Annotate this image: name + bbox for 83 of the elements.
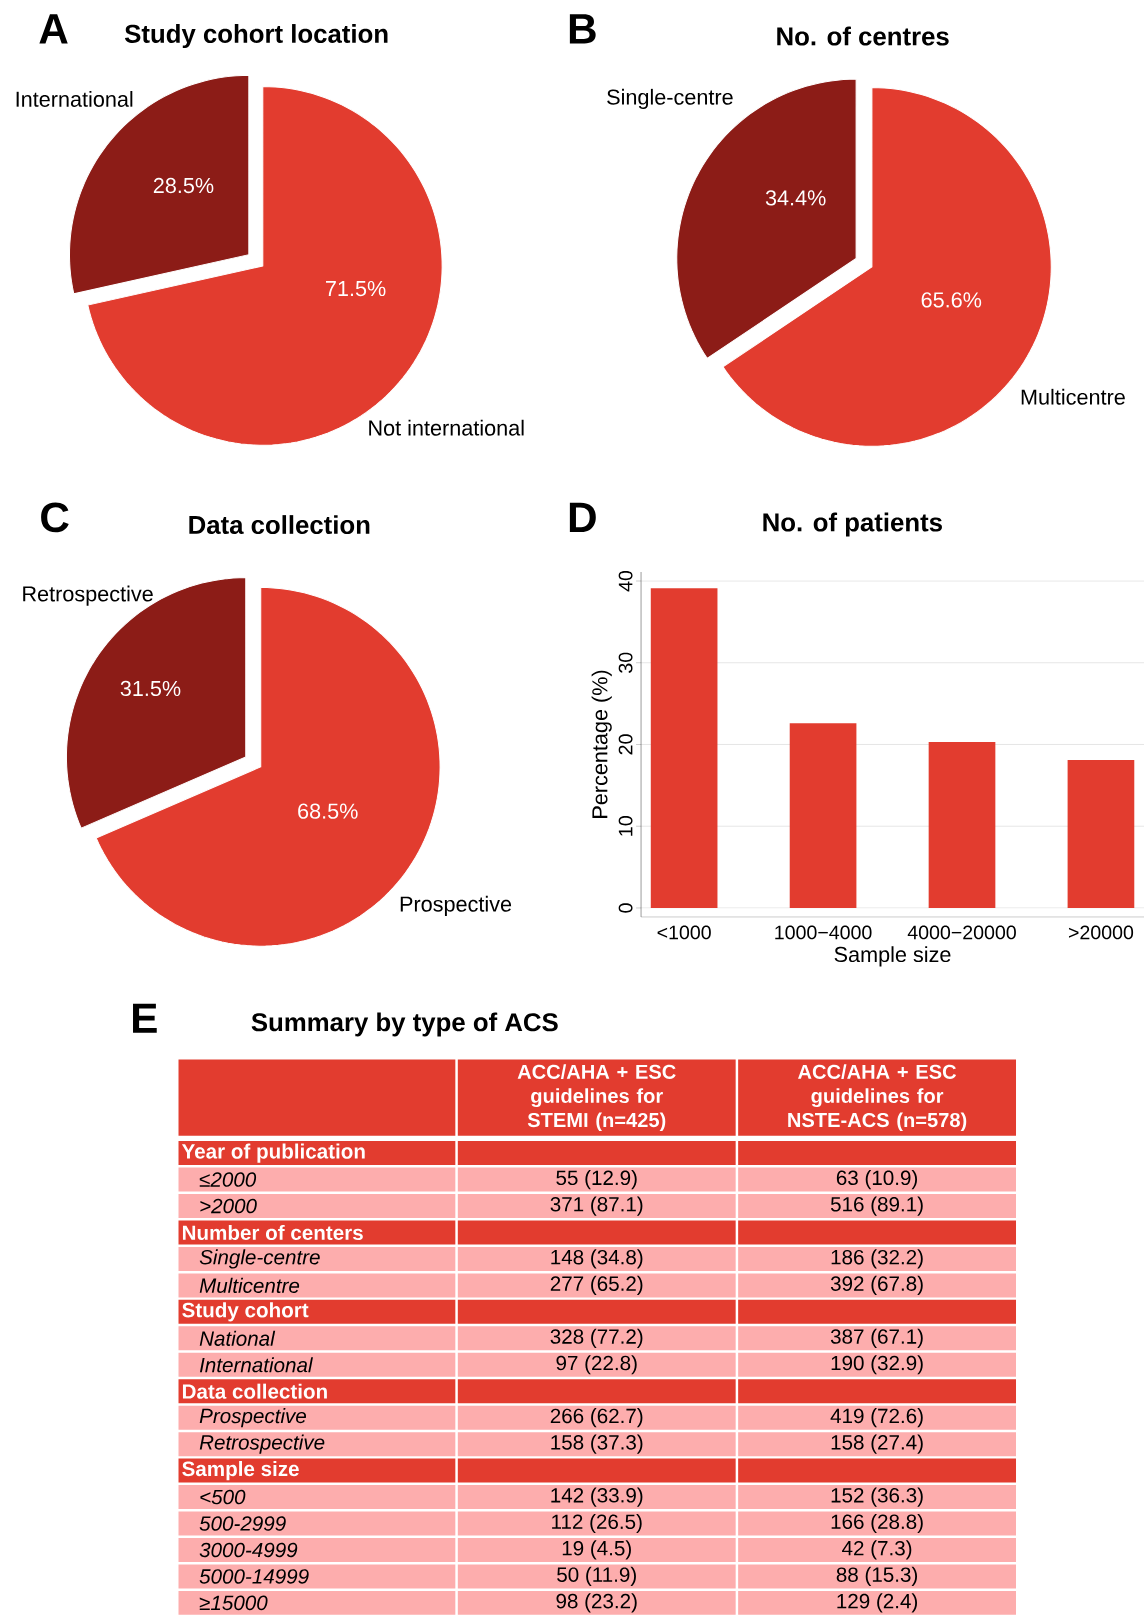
slice-label: Retrospective	[23, 585, 153, 606]
category-label: 3000-4999	[199, 1542, 298, 1558]
category-label: Year of publication	[181, 1143, 365, 1163]
data-label: 71.5%	[326, 280, 386, 297]
chart-title: No. of patients	[763, 512, 942, 537]
text: 112 (26.5)	[552, 1513, 642, 1534]
y-tick-label: 30	[618, 652, 633, 673]
chart-title: Data collection	[189, 515, 370, 535]
category-label: Prospective	[199, 1408, 307, 1428]
text: 148 (34.8)	[551, 1249, 643, 1269]
category-label: International	[199, 1357, 313, 1373]
slice-label: Single-centre	[607, 88, 733, 110]
x-axis-title: Sample size	[834, 946, 951, 967]
category-label: Data collection	[182, 1383, 327, 1399]
y-tick-label: 10	[618, 816, 633, 836]
text: 97 (22.8)	[556, 1355, 637, 1375]
category-label: >2000	[200, 1198, 257, 1214]
y-tick-label: 20	[618, 734, 633, 755]
text: Summary by type of ACS	[251, 1012, 558, 1037]
category-label: Number of centers	[182, 1224, 363, 1241]
x-tick-label: 1000−4000	[775, 925, 872, 940]
y-axis-title: Percentage (%)	[591, 670, 612, 818]
category-label: ≥15000	[199, 1595, 268, 1611]
text: 516 (89.1)	[830, 1196, 923, 1216]
y-tick-label: 40	[618, 570, 633, 592]
x-tick-label: 4000−20000	[907, 925, 1016, 940]
text: 63 (10.9)	[836, 1169, 918, 1190]
bar	[928, 742, 996, 908]
text: 277 (65.2)	[550, 1275, 643, 1295]
text: 371 (87.1)	[550, 1196, 643, 1216]
chart-title: Study cohort location	[124, 24, 388, 49]
category-label: <500	[200, 1489, 246, 1505]
category-label: 5000-14999	[199, 1569, 309, 1584]
text: 190 (32.9)	[831, 1355, 923, 1375]
text: 129 (2.4)	[837, 1593, 918, 1613]
category-label: Sample size	[182, 1460, 299, 1481]
data-label: 28.5%	[153, 177, 214, 194]
category-label: Multicentre	[199, 1277, 300, 1293]
slice-label: Not international	[369, 419, 524, 436]
y-tick-label: 0	[618, 903, 633, 913]
text: 166 (28.8)	[831, 1513, 923, 1534]
bar	[650, 588, 718, 908]
data-label: 31.5%	[120, 680, 181, 697]
text: 55 (12.9)	[556, 1169, 637, 1190]
bar	[1067, 760, 1135, 908]
text: 328 (77.2)	[550, 1328, 643, 1348]
text: 142 (33.9)	[551, 1487, 643, 1507]
data-label: 65.6%	[921, 292, 982, 308]
x-tick-label: <1000	[657, 925, 711, 940]
text: ACC/AHA + ESC guidelines for NSTE-ACS (n=578)	[788, 1064, 967, 1132]
text: 152 (36.3)	[831, 1487, 923, 1507]
category-label: Study cohort	[182, 1302, 309, 1322]
category-label: Single-centre	[199, 1249, 320, 1269]
chart-title: No. of centres	[777, 26, 949, 46]
category-label: ≤2000	[199, 1172, 257, 1187]
slice-label: Multicentre	[1021, 388, 1125, 405]
text: 88 (15.3)	[836, 1566, 918, 1587]
text: 158 (27.4)	[831, 1434, 923, 1454]
data-label: 68.5%	[298, 803, 358, 819]
text: 158 (37.3)	[551, 1434, 643, 1454]
text: A	[39, 14, 68, 44]
category-label: National	[199, 1330, 276, 1346]
text: 42 (7.3)	[842, 1540, 912, 1560]
text: 266 (62.7)	[550, 1408, 643, 1428]
bar	[789, 723, 857, 908]
category-label: 500-2999	[199, 1516, 286, 1531]
text: D	[569, 502, 596, 532]
text: 186 (32.2)	[831, 1249, 923, 1269]
slice-label: Prospective	[400, 895, 512, 917]
x-tick-label: >20000	[1068, 925, 1134, 940]
text: 419 (72.6)	[830, 1408, 923, 1428]
text: 387 (67.1)	[830, 1328, 923, 1348]
slice-label: International	[16, 90, 133, 107]
text: B	[569, 14, 596, 44]
text: C	[41, 502, 69, 533]
text: 392 (67.8)	[830, 1275, 923, 1295]
text: E	[133, 1003, 157, 1033]
text: 98 (23.2)	[556, 1593, 637, 1613]
category-label: Retrospective	[199, 1434, 325, 1454]
text: 50 (11.9)	[557, 1566, 636, 1587]
text: ACC/AHA + ESC guidelines for STEMI (n=425)	[517, 1064, 676, 1132]
text: 19 (4.5)	[562, 1540, 631, 1560]
data-label: 34.4%	[765, 190, 826, 206]
